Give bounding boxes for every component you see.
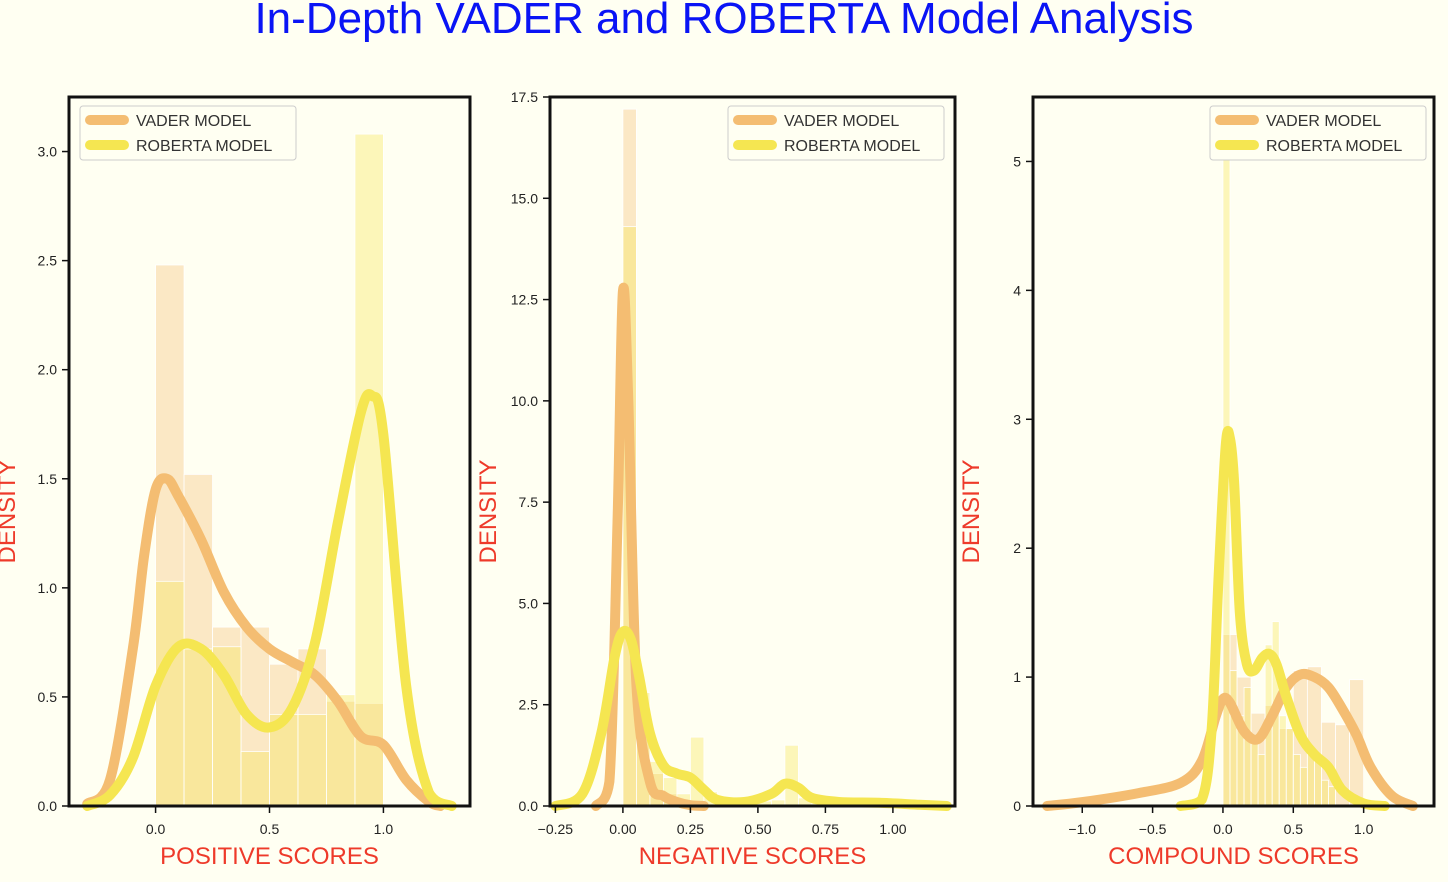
x-tick-label: −0.25 xyxy=(538,821,574,837)
x-tick-label: 0.25 xyxy=(677,821,704,837)
histogram-bar xyxy=(1285,728,1294,807)
histogram-bar xyxy=(1229,670,1238,807)
axes-frame xyxy=(1031,95,1436,808)
y-tick-label: 10.0 xyxy=(511,393,538,409)
x-tick-label: 1.00 xyxy=(879,821,906,837)
positive-scores-panel: 0.0 0.5 1.0 0.0 0.5 1.0 1.5 2.0 2.5 3.0 POSITIVE S… xyxy=(0,95,472,870)
x-axis-label: NEGATIVE SCORES xyxy=(639,843,867,870)
y-tick-label: 17.5 xyxy=(511,89,538,105)
histogram-bar xyxy=(1328,786,1336,807)
histogram-bar xyxy=(1314,760,1322,807)
x-tick-label: 0.75 xyxy=(812,821,839,837)
histogram-bar xyxy=(212,626,242,807)
histogram-bar xyxy=(1306,754,1315,807)
negative-roberta-histogram xyxy=(622,226,880,807)
y-tick-label: 2 xyxy=(1013,540,1021,556)
y-tick-label: 2.0 xyxy=(38,362,58,378)
histogram-bar xyxy=(297,713,327,807)
x-tick-label: −0.5 xyxy=(1139,821,1167,837)
x-tick-label: 1.0 xyxy=(374,821,394,837)
y-tick-label: 1.0 xyxy=(38,580,58,596)
figure-title: In-Depth VADER and ROBERTA Model Analysi… xyxy=(254,0,1194,43)
y-tick-label: 5 xyxy=(1013,153,1021,169)
legend-box xyxy=(79,105,297,161)
x-tick-label: −1.0 xyxy=(1068,821,1096,837)
legend: VADER MODEL ROBERTA MODEL xyxy=(1209,105,1427,161)
histogram-bar xyxy=(1257,754,1266,807)
legend-entry-vader: VADER MODEL xyxy=(136,113,251,130)
histogram-bar xyxy=(155,580,185,807)
histogram-bar xyxy=(1321,779,1329,807)
y-tick-label: 2.5 xyxy=(519,697,539,713)
y-tick-label: 3 xyxy=(1013,411,1021,427)
legend: VADER MODEL ROBERTA MODEL xyxy=(727,105,945,161)
x-tick-label: 0.0 xyxy=(146,821,166,837)
positive-vader-kde-line xyxy=(82,473,446,811)
histogram-bar xyxy=(1278,715,1287,807)
legend: VADER MODEL ROBERTA MODEL xyxy=(79,105,297,161)
legend-entry-vader: VADER MODEL xyxy=(784,113,899,130)
legend-entry-roberta: ROBERTA MODEL xyxy=(136,138,272,155)
x-tick-label: 0.0 xyxy=(1213,821,1233,837)
x-axis-label: POSITIVE SCORES xyxy=(160,843,379,870)
compound-roberta-kde-line xyxy=(1175,425,1390,811)
compound-vader-kde-line xyxy=(1042,668,1418,811)
histogram-bar xyxy=(1250,734,1259,807)
histogram-bar xyxy=(1299,766,1308,807)
y-tick-label: 12.5 xyxy=(511,292,538,308)
compound-scores-panel: −1.0 −0.5 0.0 0.5 1.0 0 1 2 3 4 5 COMPOUND SCORES DE… xyxy=(958,95,1436,870)
y-tick-label: 15.0 xyxy=(511,190,538,206)
x-axis-label: COMPOUND SCORES xyxy=(1108,843,1359,870)
y-axis-label: DENSITY xyxy=(958,459,985,563)
y-tick-label: 3.0 xyxy=(38,144,58,160)
y-tick-label: 1.5 xyxy=(38,471,58,487)
x-tick-label: 1.0 xyxy=(1354,821,1374,837)
negative-scores-panel: −0.25 0.00 0.25 0.50 0.75 1.00 0.0 2.5 5.0 7.5 10.… xyxy=(475,89,957,870)
x-tick-label: 0.00 xyxy=(609,821,636,837)
histogram-bar xyxy=(354,133,384,807)
y-tick-label: 0.0 xyxy=(519,798,539,814)
y-tick-label: 4 xyxy=(1013,282,1021,298)
y-tick-label: 5.0 xyxy=(519,595,539,611)
y-tick-label: 7.5 xyxy=(519,494,539,510)
legend-box xyxy=(727,105,945,161)
legend-entry-vader: VADER MODEL xyxy=(1266,113,1381,130)
negative-roberta-kde-line xyxy=(550,625,952,811)
histogram-bar xyxy=(155,264,185,807)
positive-roberta-histogram xyxy=(155,133,384,807)
negative-vader-kde-line xyxy=(590,282,709,811)
positive-roberta-kde-line xyxy=(82,389,457,811)
histogram-bar xyxy=(690,736,705,807)
axes-frame xyxy=(548,95,957,808)
histogram-bar xyxy=(784,744,799,807)
y-axis-label: DENSITY xyxy=(475,459,502,563)
legend-entry-roberta: ROBERTA MODEL xyxy=(784,138,920,155)
y-tick-label: 2.5 xyxy=(38,253,58,269)
histogram-bar xyxy=(240,751,270,807)
x-tick-label: 0.5 xyxy=(1284,821,1304,837)
x-tick-label: 0.5 xyxy=(260,821,280,837)
y-tick-label: 0 xyxy=(1013,798,1021,814)
histogram-bar xyxy=(1292,754,1301,807)
histogram-bar xyxy=(1243,687,1252,807)
legend-entry-roberta: ROBERTA MODEL xyxy=(1266,138,1402,155)
y-tick-label: 1 xyxy=(1013,669,1021,685)
x-tick-label: 0.50 xyxy=(744,821,771,837)
legend-box xyxy=(1209,105,1427,161)
y-tick-label: 0.0 xyxy=(38,798,58,814)
y-axis-label: DENSITY xyxy=(0,459,21,563)
y-tick-label: 0.5 xyxy=(38,689,58,705)
histogram-bar xyxy=(183,648,213,807)
